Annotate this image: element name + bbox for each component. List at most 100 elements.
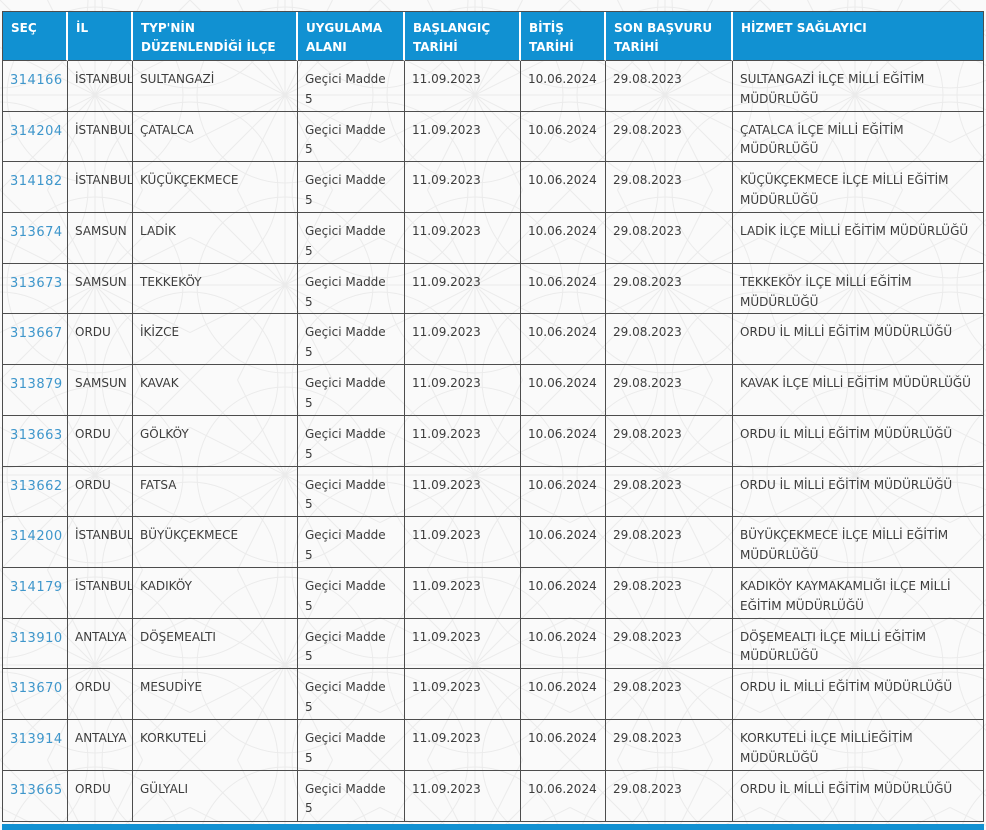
cell-uygulama: Geçici Madde 5	[298, 770, 405, 822]
cell-bitis: 10.06.2024	[521, 263, 606, 315]
cell-son_basvuru: 29.08.2023	[606, 213, 733, 264]
cell-sec: 313662	[3, 466, 68, 518]
column-header-son_basvuru: SON BAŞVURU TARİHİ	[606, 12, 733, 61]
row-select-link[interactable]: 313673	[10, 275, 63, 291]
cell-uygulama: Geçici Madde 5	[298, 719, 405, 771]
cell-bitis: 10.06.2024	[521, 466, 606, 518]
row-select-link[interactable]: 313674	[10, 225, 63, 241]
cell-saglayici: DÖŞEMEALTI İLÇE MİLLİ EĞİTİM MÜDÜRLÜĞÜ	[733, 619, 983, 670]
cell-uygulama: Geçici Madde 5	[298, 669, 405, 720]
cell-son_basvuru: 29.08.2023	[606, 618, 733, 670]
row-select-link[interactable]: 313663	[10, 427, 63, 443]
cell-bitis: 10.06.2024	[521, 162, 606, 214]
cell-son_basvuru: 29.08.2023	[606, 314, 733, 366]
column-header-saglayici: HİZMET SAĞLAYICI	[733, 12, 983, 61]
cell-il: ANTALYA	[68, 618, 133, 670]
cell-son_basvuru: 29.08.2023	[606, 111, 733, 163]
cell-bitis: 10.06.2024	[521, 719, 606, 771]
cell-son_basvuru: 29.08.2023	[606, 365, 733, 416]
cell-sec: 314182	[3, 162, 68, 214]
row-select-link[interactable]: 313910	[10, 630, 63, 646]
cell-son_basvuru: 29.08.2023	[606, 669, 733, 720]
cell-saglayici: KORKUTELİ İLÇE MİLLİEĞİTİM MÜDÜRLÜĞÜ	[733, 720, 983, 771]
cell-bitis: 10.06.2024	[521, 770, 606, 822]
cell-uygulama: Geçici Madde 5	[298, 314, 405, 366]
cell-uygulama: Geçici Madde 5	[298, 162, 405, 214]
column-header-ilce: TYP'NİN DÜZENLENDİĞİ İLÇE	[133, 12, 298, 61]
cell-sec: 313910	[3, 618, 68, 670]
cell-baslangic: 11.09.2023	[405, 618, 521, 670]
cell-saglayici: BÜYÜKÇEKMECE İLÇE MİLLİ EĞİTİM MÜDÜRLÜĞÜ	[733, 517, 983, 568]
cell-saglayici: KAVAK İLÇE MİLLİ EĞİTİM MÜDÜRLÜĞÜ	[733, 365, 983, 416]
cell-baslangic: 11.09.2023	[405, 365, 521, 416]
typ-list-table: SEÇ İL TYP'NİN DÜZENLENDİĞİ İLÇE UYGULAMA A…	[2, 11, 984, 823]
cell-il: İSTANBUL	[68, 111, 133, 163]
cell-ilce: SULTANGAZİ	[133, 61, 298, 112]
cell-ilce: GÜLYALI	[133, 770, 298, 822]
row-select-link[interactable]: 313667	[10, 326, 63, 342]
cell-sec: 314204	[3, 111, 68, 163]
table-row: 314182 İSTANBUL KÜÇÜKÇEKMECE Geçici Madde 5…	[3, 162, 983, 214]
cell-il: İSTANBUL	[68, 567, 133, 619]
cell-baslangic: 11.09.2023	[405, 162, 521, 214]
table-row: 313910 ANTALYA DÖŞEMEALTI Geçici Madde 5 11.…	[3, 618, 983, 670]
row-select-link[interactable]: 314182	[10, 174, 63, 190]
cell-il: SAMSUN	[68, 263, 133, 315]
cell-ilce: İKİZCE	[133, 314, 298, 366]
cell-saglayici: ORDU İL MİLLİ EĞİTİM MÜDÜRLÜĞÜ	[733, 416, 983, 467]
cell-sec: 313667	[3, 314, 68, 366]
cell-uygulama: Geçici Madde 5	[298, 618, 405, 670]
cell-saglayici: ORDU İL MİLLİ EĞİTİM MÜDÜRLÜĞÜ	[733, 314, 983, 366]
cell-il: İSTANBUL	[68, 61, 133, 112]
table-row: 313674 SAMSUN LADİK Geçici Madde 5 11.09.202…	[3, 213, 983, 264]
cell-ilce: KÜÇÜKÇEKMECE	[133, 162, 298, 214]
table-row: 314200 İSTANBUL BÜYÜKÇEKMECE Geçici Madde 5…	[3, 517, 983, 568]
cell-ilce: LADİK	[133, 213, 298, 264]
cell-son_basvuru: 29.08.2023	[606, 517, 733, 568]
table-header: SEÇ İL TYP'NİN DÜZENLENDİĞİ İLÇE UYGULAMA A…	[3, 12, 983, 61]
row-select-link[interactable]: 314200	[10, 529, 63, 545]
table-row: 313879 SAMSUN KAVAK Geçici Madde 5 11.09.202…	[3, 365, 983, 416]
cell-ilce: KADIKÖY	[133, 567, 298, 619]
cell-uygulama: Geçici Madde 5	[298, 213, 405, 264]
cell-sec: 314166	[3, 61, 68, 112]
table-row: 313670 ORDU MESUDİYE Geçici Madde 5 11.09.20…	[3, 669, 983, 720]
cell-bitis: 10.06.2024	[521, 618, 606, 670]
cell-son_basvuru: 29.08.2023	[606, 770, 733, 822]
cell-bitis: 10.06.2024	[521, 517, 606, 568]
table-footer-bar	[2, 824, 984, 830]
cell-uygulama: Geçici Madde 5	[298, 415, 405, 467]
cell-il: İSTANBUL	[68, 162, 133, 214]
cell-son_basvuru: 29.08.2023	[606, 162, 733, 214]
cell-uygulama: Geçici Madde 5	[298, 517, 405, 568]
row-select-link[interactable]: 313879	[10, 377, 63, 393]
cell-son_basvuru: 29.08.2023	[606, 415, 733, 467]
typ-list-table-container: SEÇ İL TYP'NİN DÜZENLENDİĞİ İLÇE UYGULAMA A…	[2, 11, 984, 823]
table-row: 314166 İSTANBUL SULTANGAZİ Geçici Madde 5 11…	[3, 61, 983, 112]
row-select-link[interactable]: 314179	[10, 579, 63, 595]
cell-son_basvuru: 29.08.2023	[606, 719, 733, 771]
cell-saglayici: KADIKÖY KAYMAKAMLIĞI İLÇE MİLLİ EĞİTİM M…	[733, 568, 983, 619]
cell-uygulama: Geçici Madde 5	[298, 61, 405, 112]
row-select-link[interactable]: 313670	[10, 681, 63, 697]
cell-sec: 313670	[3, 669, 68, 720]
cell-bitis: 10.06.2024	[521, 669, 606, 720]
row-select-link[interactable]: 314204	[10, 123, 63, 139]
cell-ilce: ÇATALCA	[133, 111, 298, 163]
column-header-uygulama: UYGULAMA ALANI	[298, 12, 405, 61]
cell-ilce: KAVAK	[133, 365, 298, 416]
cell-sec: 313914	[3, 719, 68, 771]
cell-ilce: GÖLKÖY	[133, 415, 298, 467]
cell-saglayici: LADİK İLÇE MİLLİ EĞİTİM MÜDÜRLÜĞÜ	[733, 213, 983, 264]
row-select-link[interactable]: 314166	[10, 73, 63, 88]
row-select-link[interactable]: 313665	[10, 782, 63, 798]
cell-ilce: BÜYÜKÇEKMECE	[133, 517, 298, 568]
cell-baslangic: 11.09.2023	[405, 466, 521, 518]
cell-bitis: 10.06.2024	[521, 365, 606, 416]
cell-il: İSTANBUL	[68, 517, 133, 568]
row-select-link[interactable]: 313662	[10, 478, 63, 494]
cell-baslangic: 11.09.2023	[405, 263, 521, 315]
row-select-link[interactable]: 313914	[10, 731, 63, 747]
cell-uygulama: Geçici Madde 5	[298, 111, 405, 163]
cell-il: ORDU	[68, 314, 133, 366]
